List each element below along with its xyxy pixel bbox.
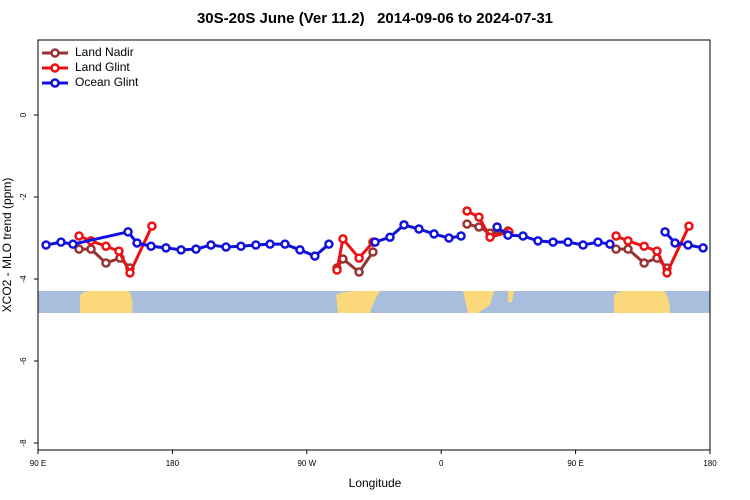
point bbox=[660, 227, 670, 237]
point bbox=[623, 244, 633, 254]
point bbox=[295, 245, 305, 255]
y-tick-label: 0 bbox=[19, 112, 28, 117]
point bbox=[639, 241, 649, 251]
legend-label: Ocean Glint bbox=[75, 75, 139, 89]
point bbox=[191, 244, 201, 254]
point bbox=[310, 251, 320, 261]
x-tick-label: 90 W bbox=[297, 459, 316, 468]
point bbox=[280, 239, 290, 249]
x-tick-label: 0 bbox=[439, 459, 444, 468]
point bbox=[125, 268, 135, 278]
point bbox=[101, 241, 111, 251]
point bbox=[548, 237, 558, 247]
y-tick-label: -8 bbox=[19, 439, 28, 447]
point bbox=[354, 267, 364, 277]
point bbox=[623, 236, 633, 246]
point bbox=[221, 242, 231, 252]
point bbox=[492, 222, 502, 232]
point bbox=[68, 239, 78, 249]
point bbox=[86, 244, 96, 254]
legend-label: Land Nadir bbox=[75, 45, 134, 59]
point bbox=[456, 231, 466, 241]
point bbox=[370, 237, 380, 247]
point bbox=[611, 231, 621, 241]
point bbox=[385, 232, 395, 242]
point bbox=[533, 236, 543, 246]
point bbox=[354, 253, 364, 263]
point bbox=[474, 212, 484, 222]
point bbox=[123, 227, 133, 237]
point bbox=[684, 221, 694, 231]
point bbox=[324, 239, 334, 249]
legend-label: Land Glint bbox=[75, 60, 130, 74]
point bbox=[563, 237, 573, 247]
point bbox=[176, 245, 186, 255]
point bbox=[265, 239, 275, 249]
series-line bbox=[78, 209, 691, 277]
point bbox=[670, 238, 680, 248]
legend-marker bbox=[50, 48, 60, 58]
point bbox=[683, 240, 693, 250]
point bbox=[399, 220, 409, 230]
point bbox=[593, 237, 603, 247]
point bbox=[41, 240, 51, 250]
point bbox=[698, 243, 708, 253]
point bbox=[485, 232, 495, 242]
plot-frame bbox=[37, 39, 711, 451]
point bbox=[578, 240, 588, 250]
x-tick-label: 90 E bbox=[567, 459, 583, 468]
point bbox=[611, 244, 621, 254]
point bbox=[132, 238, 142, 248]
y-tick-label: -4 bbox=[19, 275, 28, 283]
point bbox=[147, 221, 157, 231]
point bbox=[146, 241, 156, 251]
legend-marker bbox=[50, 63, 60, 73]
point bbox=[338, 234, 348, 244]
point bbox=[462, 219, 472, 229]
map-strip bbox=[38, 291, 710, 313]
point bbox=[429, 229, 439, 239]
point bbox=[236, 241, 246, 251]
point bbox=[662, 268, 672, 278]
y-axis-label: XCO2 - MLO trend (ppm) bbox=[0, 178, 14, 313]
chart-title: 30S-20S June (Ver 11.2) 2014-09-06 to 20… bbox=[197, 10, 553, 27]
point bbox=[74, 244, 84, 254]
legend-marker bbox=[50, 78, 60, 88]
point bbox=[206, 240, 216, 250]
point bbox=[503, 230, 513, 240]
point bbox=[114, 246, 124, 256]
x-axis-label: Longitude bbox=[349, 476, 402, 490]
point bbox=[414, 224, 424, 234]
point bbox=[462, 206, 472, 216]
point bbox=[74, 231, 84, 241]
point bbox=[474, 222, 484, 232]
point bbox=[368, 247, 378, 257]
point bbox=[639, 258, 649, 268]
point bbox=[605, 239, 615, 249]
y-tick-label: -2 bbox=[19, 193, 28, 201]
point bbox=[518, 231, 528, 241]
point bbox=[332, 265, 342, 275]
point bbox=[56, 237, 66, 247]
x-tick-label: 180 bbox=[166, 459, 180, 468]
point bbox=[444, 233, 454, 243]
point bbox=[652, 246, 662, 256]
point bbox=[101, 258, 111, 268]
x-tick-label: 180 bbox=[703, 459, 717, 468]
point bbox=[251, 240, 261, 250]
y-tick-label: -6 bbox=[19, 357, 28, 365]
point bbox=[161, 243, 171, 253]
x-tick-label: 90 E bbox=[30, 459, 46, 468]
